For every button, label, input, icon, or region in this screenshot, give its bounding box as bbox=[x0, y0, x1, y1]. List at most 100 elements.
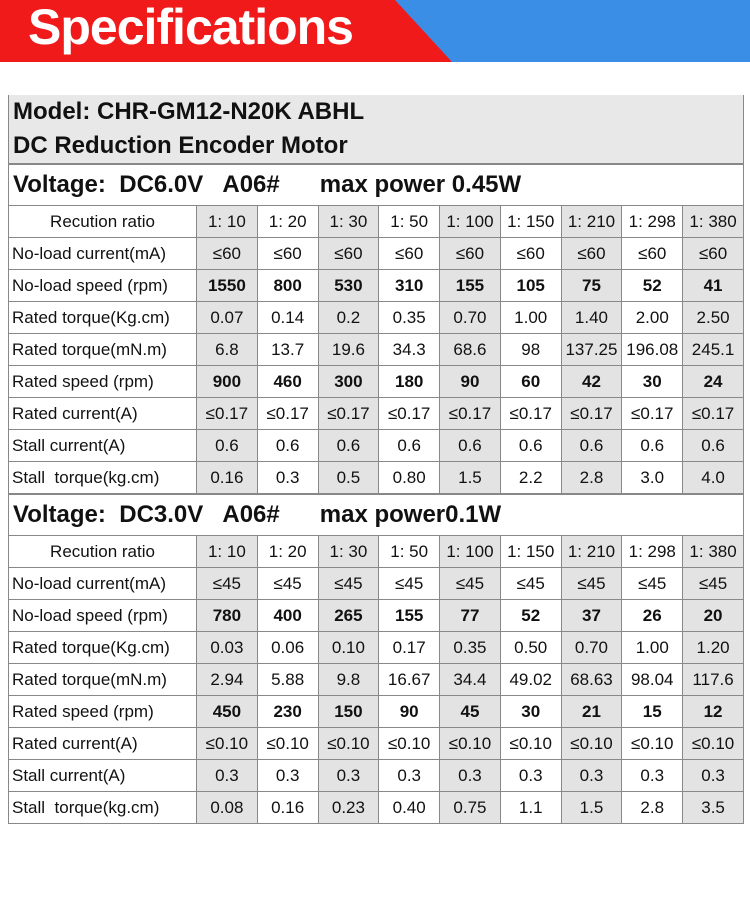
value-cell: 75 bbox=[560, 269, 623, 302]
value-cell: 0.75 bbox=[439, 791, 501, 824]
value-cell: ≤45 bbox=[196, 567, 258, 600]
ratio-cell: 1: 30 bbox=[317, 205, 380, 238]
value-cell: 180 bbox=[378, 365, 441, 398]
value-cell: 0.3 bbox=[682, 759, 744, 792]
value-cell: ≤45 bbox=[256, 567, 319, 600]
row-label: Rated torque(Kg.cm) bbox=[8, 631, 197, 664]
value-cell: 300 bbox=[317, 365, 380, 398]
value-cell: ≤60 bbox=[256, 237, 319, 270]
value-cell: 0.5 bbox=[317, 461, 380, 495]
value-cell: 2.2 bbox=[499, 461, 562, 495]
value-cell: 155 bbox=[378, 599, 441, 632]
value-cell: 34.4 bbox=[439, 663, 501, 696]
spec-row: Stall current(A) 0.3 0.3 0.3 0.3 0.3 0.3 0.3 0.3… bbox=[8, 759, 744, 792]
heading-row: DC Reduction Encoder Motor bbox=[8, 129, 744, 164]
spec-row: Rated torque(Kg.cm) 0.03 0.06 0.10 0.17 0.35 0… bbox=[8, 631, 744, 664]
value-cell: 450 bbox=[196, 695, 258, 728]
value-cell: 0.6 bbox=[499, 429, 562, 462]
ratio-cell: 1: 50 bbox=[378, 205, 441, 238]
ratio-cell: 1: 100 bbox=[439, 535, 501, 568]
ratio-row: Recution ratio 1: 10 1: 20 1: 30 1: 50 1: 100… bbox=[8, 205, 744, 238]
spec-row: No-load speed (rpm) 1550 800 530 310 155 105 75… bbox=[8, 269, 744, 302]
value-cell: 0.3 bbox=[439, 759, 501, 792]
value-cell: ≤0.17 bbox=[621, 397, 684, 430]
value-cell: ≤60 bbox=[378, 237, 441, 270]
value-cell: 1550 bbox=[196, 269, 258, 302]
value-cell: ≤45 bbox=[439, 567, 501, 600]
value-cell: 26 bbox=[621, 599, 684, 632]
value-cell: 0.3 bbox=[317, 759, 380, 792]
value-cell: 52 bbox=[621, 269, 684, 302]
value-cell: ≤0.10 bbox=[439, 727, 501, 760]
value-cell: 90 bbox=[439, 365, 501, 398]
ratio-cell: 1: 30 bbox=[317, 535, 380, 568]
value-cell: 137.25 bbox=[560, 333, 623, 366]
value-cell: ≤0.17 bbox=[560, 397, 623, 430]
value-cell: 196.08 bbox=[621, 333, 684, 366]
banner-red bbox=[0, 0, 452, 62]
page-title: Specifications bbox=[28, 0, 354, 55]
value-cell: ≤0.17 bbox=[499, 397, 562, 430]
value-cell: 0.10 bbox=[317, 631, 380, 664]
heading-row: Voltage: DC6.0V A06# max power 0.45W bbox=[8, 163, 744, 206]
value-cell: 0.80 bbox=[378, 461, 441, 495]
value-cell: 68.63 bbox=[560, 663, 623, 696]
ratio-row: Recution ratio 1: 10 1: 20 1: 30 1: 50 1: 100… bbox=[8, 535, 744, 568]
value-cell: 60 bbox=[499, 365, 562, 398]
value-cell: ≤45 bbox=[621, 567, 684, 600]
value-cell: ≤45 bbox=[317, 567, 380, 600]
value-cell: ≤60 bbox=[196, 237, 258, 270]
row-label: Stall current(A) bbox=[8, 429, 197, 462]
value-cell: ≤0.10 bbox=[317, 727, 380, 760]
spec-body: Model: CHR-GM12-N20K ABHL DC Reduction En… bbox=[8, 95, 744, 824]
value-cell: 30 bbox=[621, 365, 684, 398]
ratio-cell: 1: 298 bbox=[621, 535, 684, 568]
value-cell: 1.00 bbox=[621, 631, 684, 664]
value-cell: 780 bbox=[196, 599, 258, 632]
ratio-label: Recution ratio bbox=[8, 535, 197, 568]
heading-row: Voltage: DC3.0V A06# max power0.1W bbox=[8, 493, 744, 536]
spec-row: No-load speed (rpm) 780 400 265 155 77 52 37 26 2… bbox=[8, 599, 744, 632]
spec-row: No-load current(mA) ≤60 ≤60 ≤60 ≤60 ≤60 ≤60 ≤60… bbox=[8, 237, 744, 270]
value-cell: ≤45 bbox=[682, 567, 744, 600]
row-label: Rated speed (rpm) bbox=[8, 695, 197, 728]
value-cell: 0.35 bbox=[439, 631, 501, 664]
value-cell: 0.3 bbox=[378, 759, 441, 792]
value-cell: 37 bbox=[560, 599, 623, 632]
value-cell: 230 bbox=[256, 695, 319, 728]
value-cell: 2.50 bbox=[682, 301, 744, 334]
value-cell: ≤60 bbox=[682, 237, 744, 270]
value-cell: 530 bbox=[317, 269, 380, 302]
ratio-cell: 1: 210 bbox=[560, 535, 623, 568]
value-cell: 9.8 bbox=[317, 663, 380, 696]
heading-cell: Voltage: DC3.0V A06# max power0.1W bbox=[8, 493, 744, 536]
value-cell: ≤0.10 bbox=[560, 727, 623, 760]
value-cell: 34.3 bbox=[378, 333, 441, 366]
value-cell: ≤0.17 bbox=[378, 397, 441, 430]
value-cell: 5.88 bbox=[256, 663, 319, 696]
value-cell: 19.6 bbox=[317, 333, 380, 366]
value-cell: 0.6 bbox=[682, 429, 744, 462]
heading-row: Model: CHR-GM12-N20K ABHL bbox=[8, 95, 744, 129]
row-label: Stall torque(kg.cm) bbox=[8, 461, 197, 495]
value-cell: ≤60 bbox=[439, 237, 501, 270]
value-cell: 2.00 bbox=[621, 301, 684, 334]
value-cell: ≤60 bbox=[317, 237, 380, 270]
value-cell: 52 bbox=[499, 599, 562, 632]
value-cell: 21 bbox=[560, 695, 623, 728]
value-cell: 0.6 bbox=[439, 429, 501, 462]
value-cell: 0.16 bbox=[256, 791, 319, 824]
value-cell: 4.0 bbox=[682, 461, 744, 495]
value-cell: 0.3 bbox=[560, 759, 623, 792]
spec-row: Rated torque(Kg.cm) 0.07 0.14 0.2 0.35 0.70 1.… bbox=[8, 301, 744, 334]
value-cell: ≤45 bbox=[378, 567, 441, 600]
value-cell: 68.6 bbox=[439, 333, 501, 366]
value-cell: 800 bbox=[256, 269, 319, 302]
ratio-cell: 1: 10 bbox=[196, 535, 258, 568]
row-label: Stall current(A) bbox=[8, 759, 197, 792]
value-cell: 0.3 bbox=[196, 759, 258, 792]
value-cell: 0.6 bbox=[621, 429, 684, 462]
value-cell: ≤60 bbox=[560, 237, 623, 270]
heading-cell: DC Reduction Encoder Motor bbox=[8, 129, 744, 164]
